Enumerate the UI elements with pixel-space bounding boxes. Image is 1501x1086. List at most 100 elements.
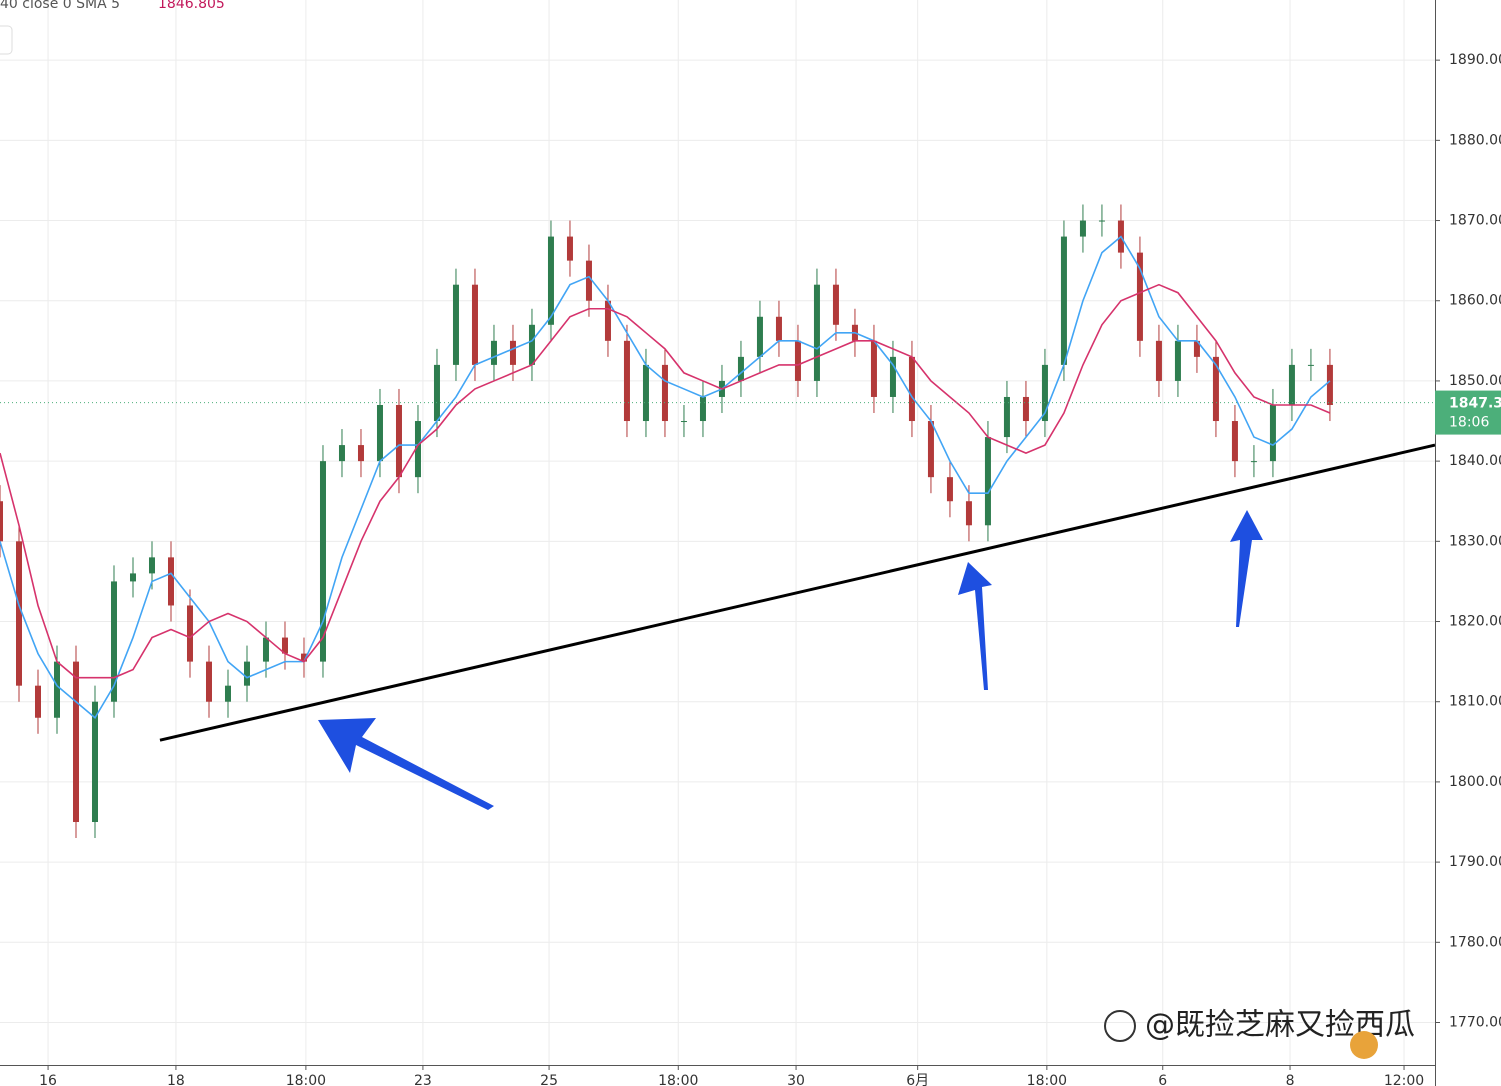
moving-average-line xyxy=(0,283,1331,679)
candle-body xyxy=(357,445,364,462)
x-tick-label: 25 xyxy=(540,1073,558,1086)
x-tick-label: 6月 xyxy=(906,1073,929,1086)
x-tick-label: 18 xyxy=(167,1073,185,1086)
candle-body xyxy=(908,356,915,422)
x-tick-label: 18:00 xyxy=(1027,1073,1067,1086)
last-price-label: 1847.3 xyxy=(1449,396,1501,412)
candle-body xyxy=(642,364,649,422)
y-tick-label: 1840.00 xyxy=(1449,453,1501,469)
candle-body xyxy=(585,260,592,301)
candle-body xyxy=(1041,364,1048,422)
flag-icon xyxy=(1350,1031,1378,1059)
y-tick-label: 1780.00 xyxy=(1449,934,1501,950)
plot xyxy=(0,204,1436,839)
candle-body xyxy=(1231,421,1238,462)
candle-body xyxy=(110,581,117,702)
candle-body xyxy=(547,236,554,325)
candle-body xyxy=(1193,340,1200,357)
study-value: 1846.805 xyxy=(158,0,225,12)
candle-body xyxy=(1003,396,1010,438)
annotation-arrow xyxy=(1230,510,1263,627)
candle-body xyxy=(376,404,383,462)
candle-body xyxy=(452,284,459,365)
y-tick-label: 1870.00 xyxy=(1449,213,1501,229)
candle-body xyxy=(509,340,516,365)
candle-body xyxy=(661,364,668,422)
candle-body xyxy=(15,541,22,686)
candle-body xyxy=(319,461,326,662)
last-price-time: 18:06 xyxy=(1449,415,1489,431)
candle-body xyxy=(946,477,953,502)
x-tick-label: 6 xyxy=(1158,1073,1167,1086)
candle-body xyxy=(129,573,136,582)
axes: 1770.00 1780.00 1790.00 1800.00 1810.00 1820.… xyxy=(39,52,1501,1086)
x-tick-label: 8 xyxy=(1286,1073,1295,1086)
candle-body xyxy=(224,685,231,702)
candle-body xyxy=(889,356,896,397)
candle-body xyxy=(338,445,345,462)
candle-body xyxy=(300,653,307,662)
candle-body xyxy=(737,356,744,381)
candle-body xyxy=(53,661,60,718)
x-tick-label: 18:00 xyxy=(658,1073,698,1086)
candle-body xyxy=(756,316,763,357)
candle-body xyxy=(1288,364,1295,405)
candle-body xyxy=(205,661,212,702)
candle-body xyxy=(471,284,478,365)
y-tick-label: 1880.00 xyxy=(1449,132,1501,148)
candle-body xyxy=(186,605,193,662)
y-tick-label: 1830.00 xyxy=(1449,533,1501,549)
study-label: 40 close 0 SMA 5 xyxy=(0,0,120,12)
candle-body xyxy=(699,396,706,422)
candle-body xyxy=(1060,236,1067,365)
candle-body xyxy=(623,340,630,422)
candle-body xyxy=(832,284,839,325)
candle-body xyxy=(1269,404,1276,462)
y-tick-label: 1800.00 xyxy=(1449,774,1501,790)
candle-body xyxy=(566,236,573,261)
candle-body xyxy=(1174,340,1181,381)
y-tick-label: 1860.00 xyxy=(1449,293,1501,309)
candle-body xyxy=(1136,252,1143,341)
candle-body xyxy=(167,557,174,606)
candle-body xyxy=(965,501,972,526)
moving-average-line xyxy=(0,235,1331,719)
candle-body xyxy=(1307,364,1314,366)
candle-body xyxy=(794,340,801,381)
y-tick-label: 1810.00 xyxy=(1449,694,1501,710)
candle-body xyxy=(91,701,98,823)
candle-body xyxy=(813,284,820,381)
candle-body xyxy=(34,685,41,718)
candle-body xyxy=(604,300,611,341)
candle-body xyxy=(870,340,877,397)
candle-body xyxy=(1022,396,1029,422)
watermark-logo xyxy=(1104,1010,1136,1042)
last-price-box xyxy=(1435,390,1501,435)
candle-body xyxy=(72,661,79,823)
candle-body xyxy=(281,637,288,654)
y-tick-label: 1890.00 xyxy=(1449,52,1501,68)
x-tick-label: 12:00 xyxy=(1384,1073,1424,1086)
trendline xyxy=(159,443,1436,742)
candle-body xyxy=(243,661,250,686)
candle-body xyxy=(0,501,3,542)
annotation-arrow xyxy=(958,562,992,690)
y-tick-label: 1790.00 xyxy=(1449,854,1501,870)
candle-body xyxy=(1250,461,1257,463)
candle-body xyxy=(528,324,535,365)
y-tick-label: 1850.00 xyxy=(1449,373,1501,389)
candle-body xyxy=(414,421,421,478)
candle-body xyxy=(490,340,497,365)
candle-body xyxy=(262,637,269,662)
candle-body xyxy=(775,316,782,341)
candle-body xyxy=(984,437,991,526)
x-tick-label: 30 xyxy=(787,1073,805,1086)
candle-body xyxy=(1079,220,1086,237)
candle-body xyxy=(1098,220,1105,222)
x-tick-label: 23 xyxy=(414,1073,432,1086)
candle-body xyxy=(148,557,155,574)
y-tick-label: 1820.00 xyxy=(1449,614,1501,630)
legend-button[interactable] xyxy=(0,25,13,55)
